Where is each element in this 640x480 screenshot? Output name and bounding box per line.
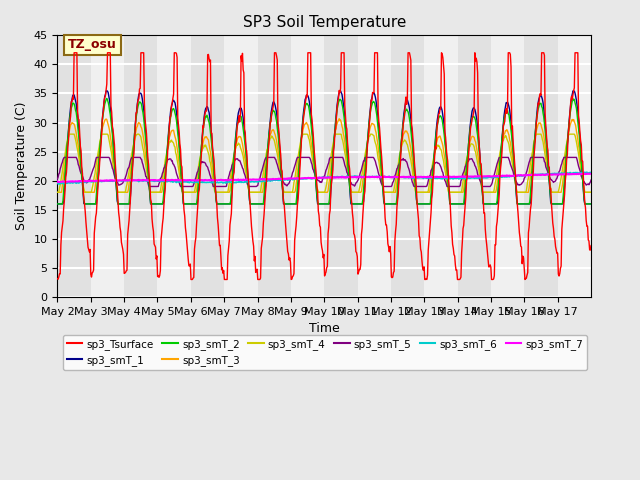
Bar [358, 36, 391, 297]
Bar [458, 36, 491, 297]
Bar [391, 36, 424, 297]
Bar [557, 36, 591, 297]
Bar [224, 36, 257, 297]
Legend: sp3_Tsurface, sp3_smT_1, sp3_smT_2, sp3_smT_3, sp3_smT_4, sp3_smT_5, sp3_smT_6, : sp3_Tsurface, sp3_smT_1, sp3_smT_2, sp3_… [63, 335, 588, 370]
Bar [191, 36, 224, 297]
Bar [91, 36, 124, 297]
Bar [491, 36, 524, 297]
Bar [257, 36, 291, 297]
Y-axis label: Soil Temperature (C): Soil Temperature (C) [15, 102, 28, 230]
Bar [324, 36, 358, 297]
Bar [58, 36, 91, 297]
Text: TZ_osu: TZ_osu [68, 38, 117, 51]
Bar [291, 36, 324, 297]
Bar [524, 36, 557, 297]
Title: SP3 Soil Temperature: SP3 Soil Temperature [243, 15, 406, 30]
Bar [124, 36, 157, 297]
X-axis label: Time: Time [309, 322, 340, 335]
Bar [157, 36, 191, 297]
Bar [424, 36, 458, 297]
